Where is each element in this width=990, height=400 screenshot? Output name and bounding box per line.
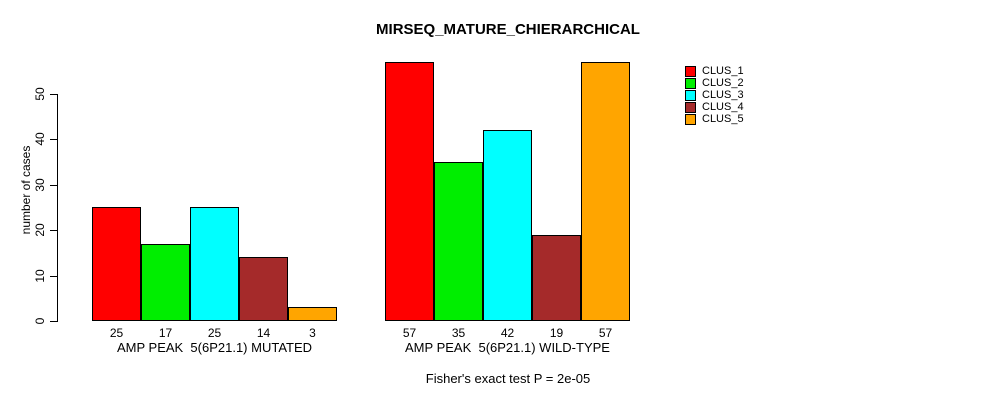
- y-tick-label: 20: [33, 223, 47, 237]
- y-axis-line: [57, 94, 58, 322]
- group-label: AMP PEAK 5(6P21.1) WILD-TYPE: [405, 340, 610, 355]
- legend-item: CLUS_2: [685, 77, 744, 89]
- y-tick-mark: [50, 321, 57, 322]
- y-tick-mark: [50, 139, 57, 140]
- y-axis-label: number of cases: [19, 145, 33, 235]
- bar-clus_3: [483, 130, 532, 321]
- bar-clus_5: [288, 307, 337, 321]
- bar-value-label: 57: [402, 326, 417, 340]
- bar-clus_2: [434, 162, 483, 321]
- bar-clus_1: [385, 62, 434, 321]
- bar-clus_4: [532, 235, 581, 321]
- bar-clus_1: [92, 207, 141, 321]
- bar-clus_3: [190, 207, 239, 321]
- legend-swatch-icon: [685, 65, 696, 77]
- y-tick-mark: [50, 230, 57, 231]
- legend-item: CLUS_5: [685, 113, 744, 125]
- bar-value-label: 14: [256, 326, 271, 340]
- legend: CLUS_1 CLUS_2 CLUS_3 CLUS_4 CLUS_5: [685, 65, 744, 125]
- legend-item: CLUS_4: [685, 101, 744, 113]
- bar-value-label: 3: [309, 326, 316, 340]
- y-tick-mark: [50, 94, 57, 95]
- y-tick-label: 40: [33, 132, 47, 146]
- legend-swatch-icon: [685, 77, 696, 89]
- y-tick-mark: [50, 276, 57, 277]
- y-tick-label: 0: [33, 317, 47, 325]
- bar-clus_2: [141, 244, 190, 321]
- bar-value-label: 25: [207, 326, 222, 340]
- legend-item-label: CLUS_3: [702, 89, 744, 101]
- legend-item-label: CLUS_2: [702, 77, 744, 89]
- bar-clus_4: [239, 257, 288, 321]
- y-tick-label: 30: [33, 178, 47, 192]
- legend-item-label: CLUS_1: [702, 65, 744, 77]
- y-tick-label: 50: [33, 87, 47, 101]
- group-label: AMP PEAK 5(6P21.1) MUTATED: [116, 340, 313, 355]
- y-tick-mark: [50, 185, 57, 186]
- legend-item-label: CLUS_5: [702, 113, 744, 125]
- legend-swatch-icon: [685, 89, 696, 101]
- bar-value-label: 42: [500, 326, 515, 340]
- legend-swatch-icon: [685, 101, 696, 113]
- legend-item: CLUS_3: [685, 89, 744, 101]
- bar-value-label: 17: [158, 326, 173, 340]
- chart-title: MIRSEQ_MATURE_CHIERARCHICAL: [376, 21, 640, 38]
- legend-item-label: CLUS_4: [702, 101, 744, 113]
- bar-clus_5: [581, 62, 630, 321]
- legend-item: CLUS_1: [685, 65, 744, 77]
- bar-value-label: 57: [598, 326, 613, 340]
- bar-value-label: 19: [549, 326, 564, 340]
- bar-value-label: 35: [451, 326, 466, 340]
- legend-swatch-icon: [685, 113, 696, 125]
- bar-value-label: 25: [109, 326, 124, 340]
- y-tick-label: 10: [33, 269, 47, 283]
- annotation-text: Fisher's exact test P = 2e-05: [425, 371, 591, 386]
